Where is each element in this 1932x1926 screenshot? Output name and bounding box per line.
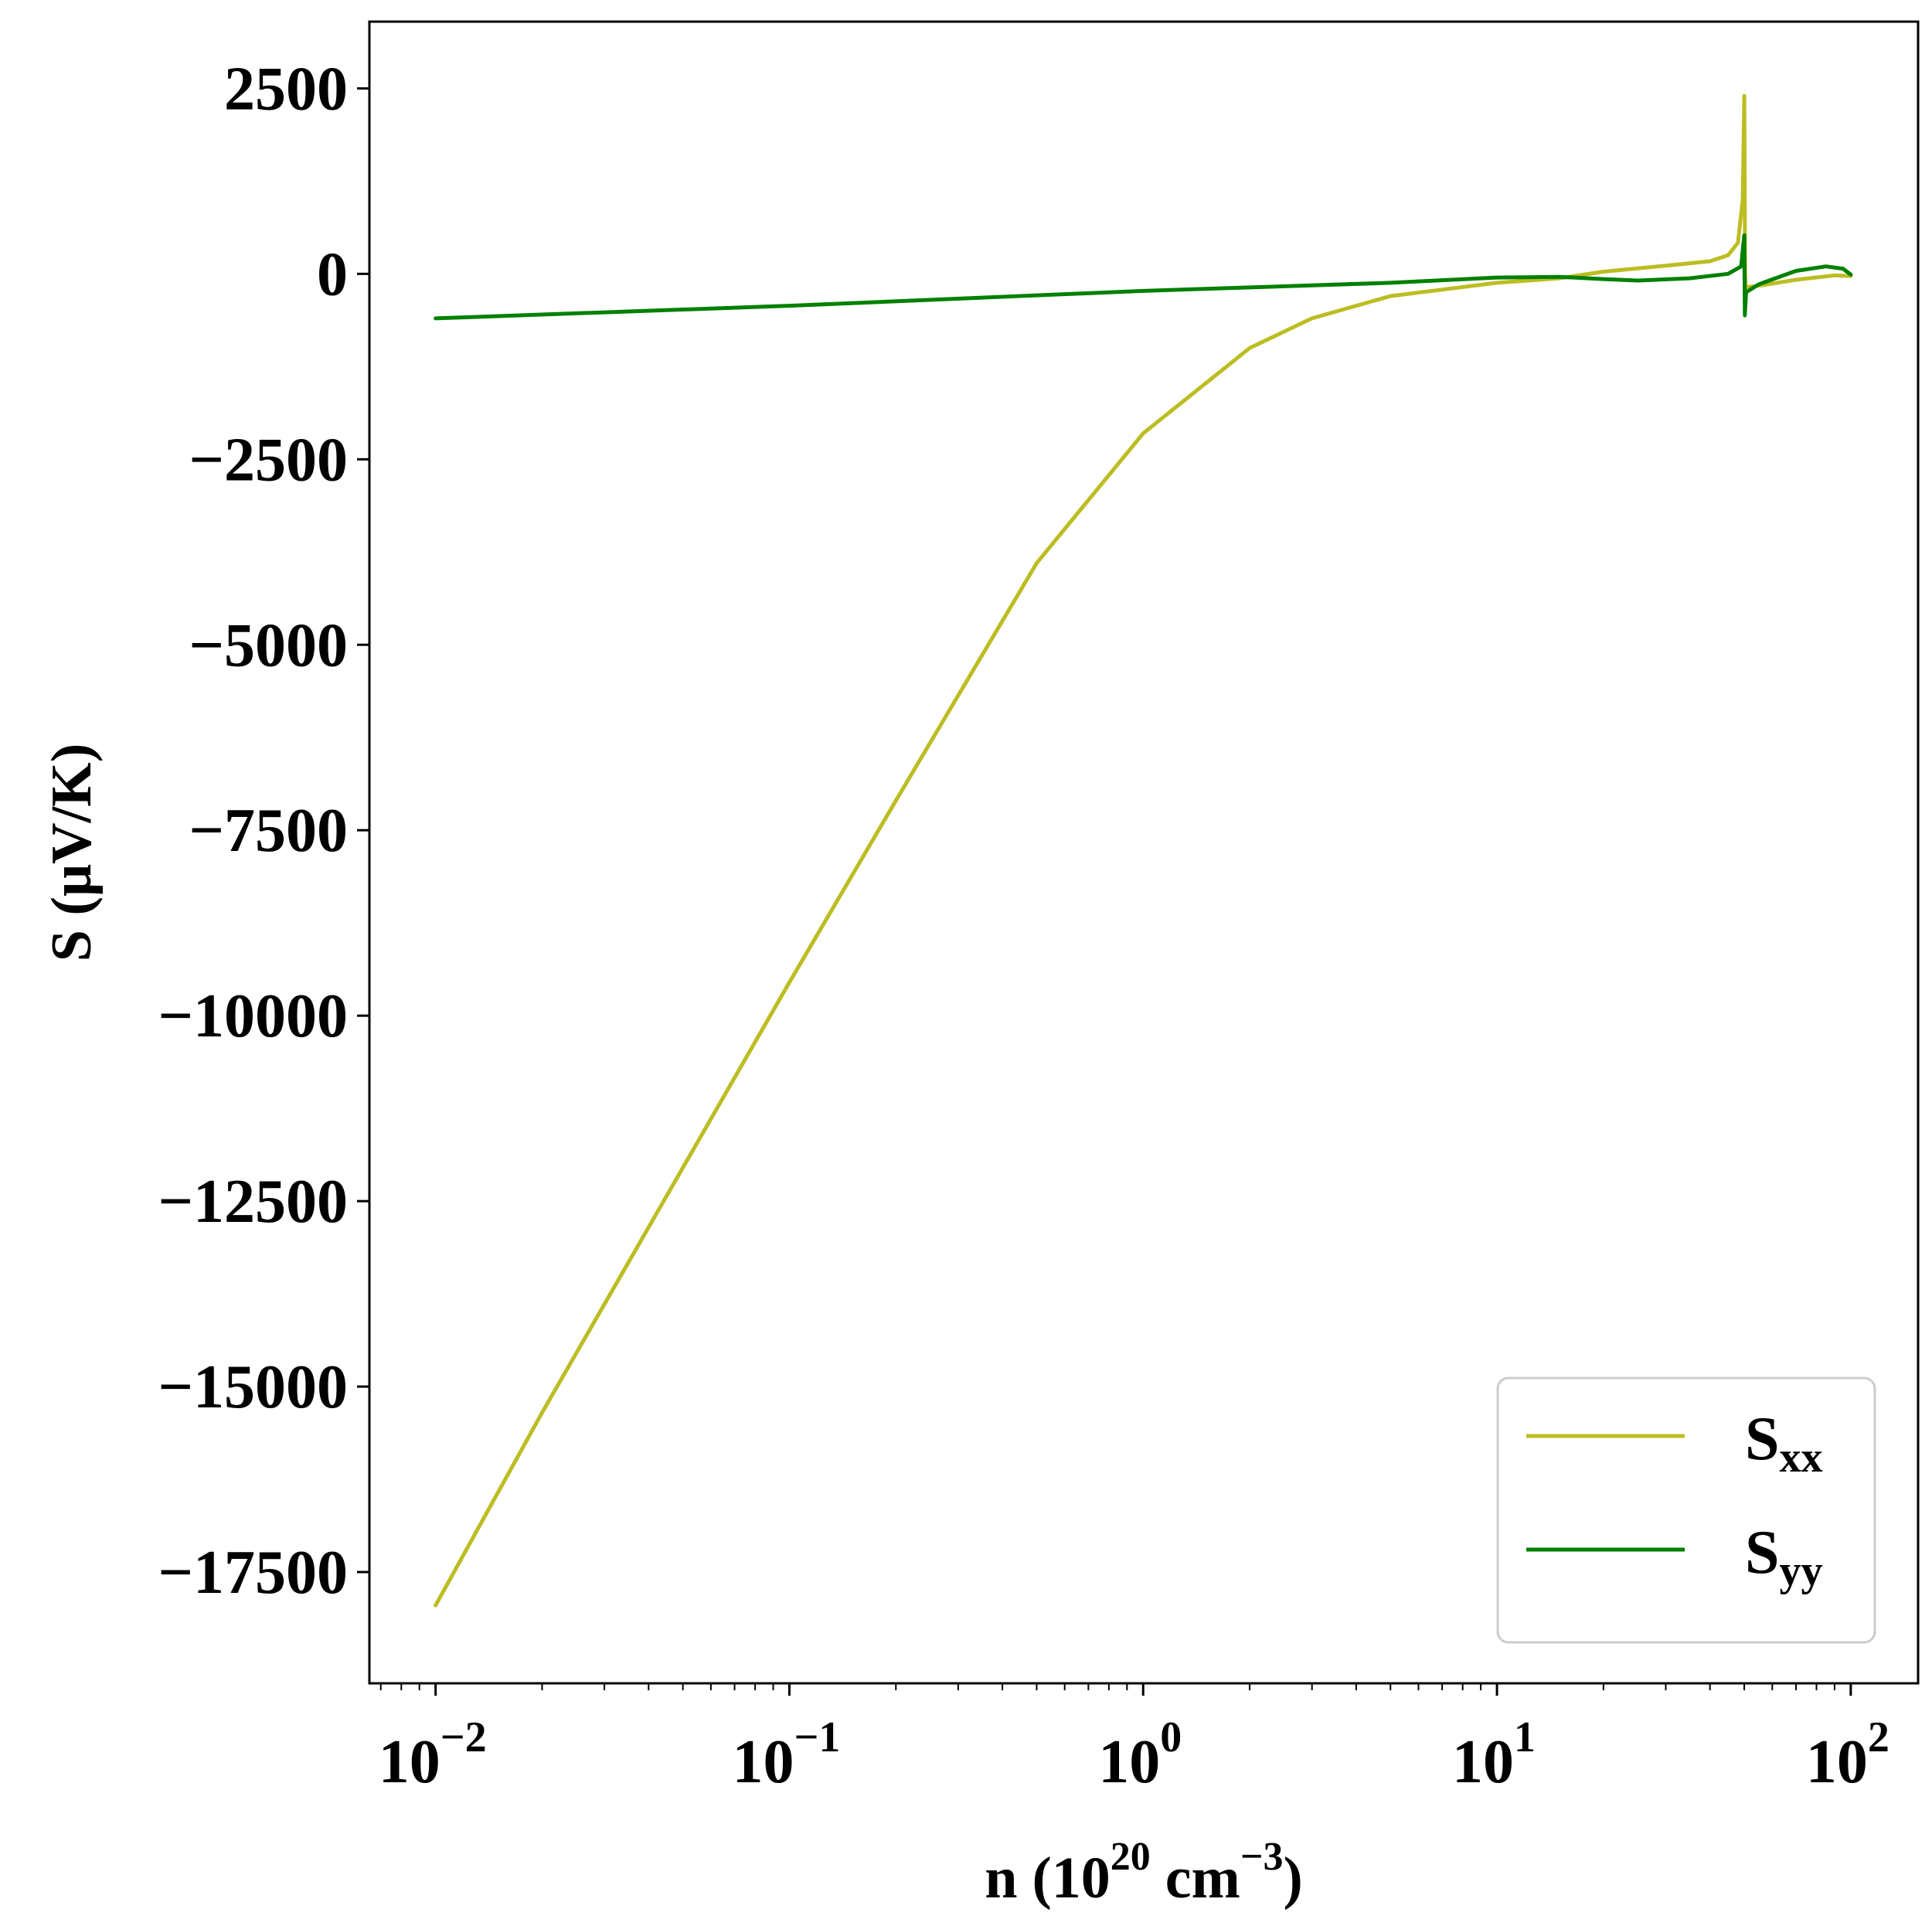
legend: Sxx Syy	[1496, 1376, 1876, 1644]
series-line-syy	[434, 233, 1853, 321]
x-tick-label: 10−1	[732, 1713, 840, 1796]
x-axis-ticks: 10−2 10−1 100 101 102	[379, 1683, 1889, 1796]
x-axis-label-sup1: 20	[1111, 1835, 1151, 1879]
plot-frame	[368, 20, 1920, 1685]
y-axis-label: S (μV/K)	[40, 744, 104, 961]
x-axis-label-main: n (10	[985, 1846, 1111, 1911]
y-tick-label: −17500	[158, 1539, 348, 1607]
y-tick-label: −7500	[189, 797, 348, 865]
y-axis-ticks: 2500 0 −2500 −5000 −7500 −10000 −12500 −15000 −1…	[158, 55, 369, 1607]
y-tick-label: −2500	[189, 426, 348, 494]
x-axis-label-mid: cm	[1151, 1846, 1240, 1911]
x-axis-label-sup2: −3	[1240, 1835, 1284, 1879]
x-tick-label: 100	[1098, 1713, 1182, 1796]
y-tick-label: −15000	[158, 1353, 348, 1421]
x-tick-label: 102	[1806, 1713, 1889, 1796]
x-axis-label: n (1020 cm−3)	[985, 1835, 1303, 1911]
y-tick-label: −12500	[158, 1168, 348, 1236]
y-tick-label: −5000	[189, 611, 348, 679]
y-tick-label: 0	[317, 240, 348, 308]
y-tick-label: −10000	[158, 982, 348, 1050]
legend-label-syy: Syy	[1745, 1519, 1823, 1595]
x-axis-label-end: )	[1283, 1846, 1302, 1911]
legend-label-sxx: Sxx	[1745, 1405, 1823, 1482]
y-tick-label: 2500	[224, 55, 348, 123]
x-tick-label: 101	[1452, 1713, 1536, 1796]
legend-box	[1496, 1376, 1876, 1644]
series-layer	[434, 94, 1853, 1608]
x-tick-label: 10−2	[379, 1713, 487, 1796]
